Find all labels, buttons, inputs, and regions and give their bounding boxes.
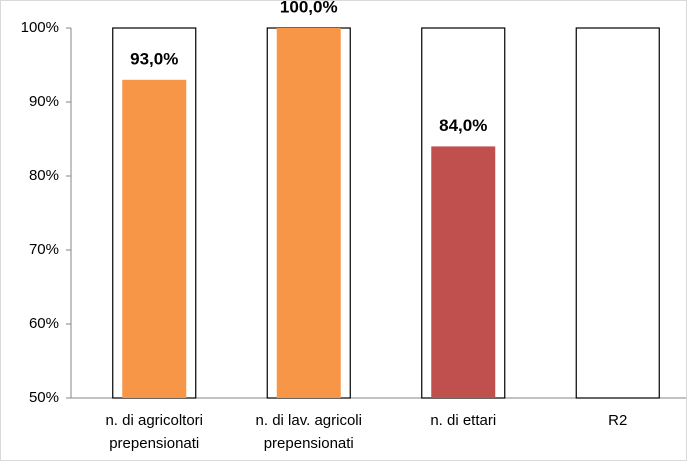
y-tick-label: 80% [29, 167, 59, 184]
x-tick-label: n. di lav. agricoli prepensionati [255, 412, 362, 452]
y-tick-label: 50% [29, 389, 59, 406]
y-tick-label: 100% [21, 19, 59, 36]
x-tick-label: n. di agricoltori prepensionati [105, 412, 204, 452]
bar [276, 28, 341, 398]
y-tick-label: 70% [29, 241, 59, 258]
value-label: 100,0% [280, 1, 338, 16]
value-label: 93,0% [130, 49, 178, 68]
bar [575, 27, 660, 399]
bar [122, 79, 187, 399]
bar [431, 146, 496, 398]
y-tick-label: 60% [29, 315, 59, 332]
x-tick-label: n. di ettari [430, 412, 497, 429]
value-label: 84,0% [439, 116, 487, 135]
y-tick-label: 90% [29, 93, 59, 110]
x-tick-label: R2 [608, 412, 628, 429]
